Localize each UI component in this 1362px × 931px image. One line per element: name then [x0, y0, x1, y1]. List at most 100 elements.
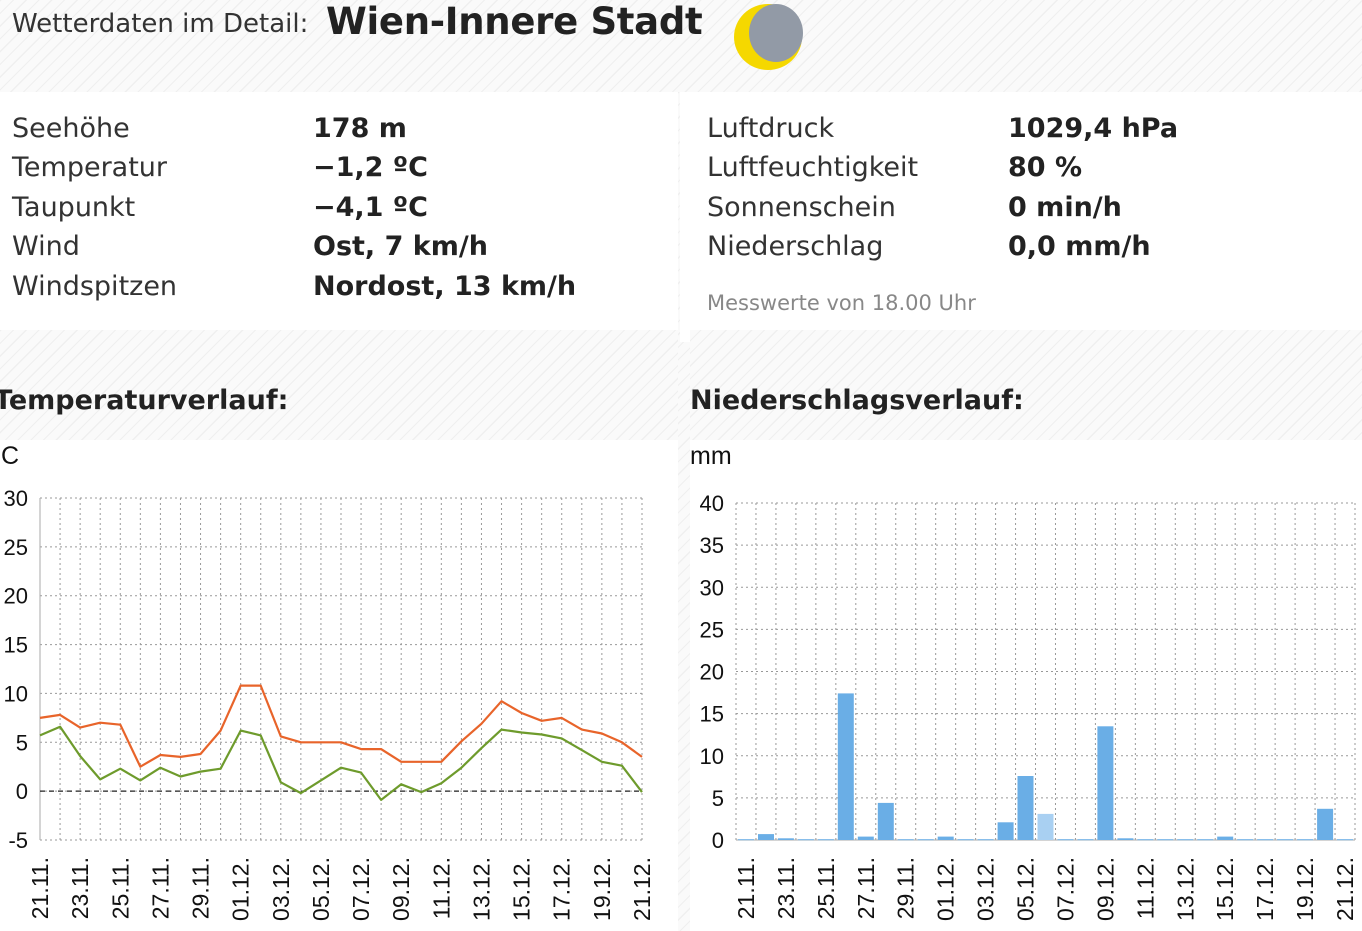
precip-bar [857, 836, 874, 840]
x-tick-label: 13.12. [468, 857, 494, 921]
precip-bar [897, 839, 914, 841]
temperature-section-title: Temperaturverlauf: [0, 385, 289, 416]
measurement-label: Windspitzen [12, 271, 178, 302]
precip-bar [1257, 839, 1274, 841]
x-tick-label: 05.12. [308, 857, 334, 921]
x-tick-label: 15.12. [509, 857, 535, 921]
precip-panel [690, 440, 1362, 931]
x-tick-label: 27.11. [853, 857, 879, 919]
y-tick-label: 25 [700, 617, 724, 642]
precip-bar [738, 839, 754, 841]
x-tick-label: 25.11. [813, 857, 839, 919]
x-tick-label: 25.11. [107, 857, 133, 919]
y-tick-label: 25 [4, 535, 28, 560]
precip-section-title: Niederschlagsverlauf: [690, 385, 1024, 416]
precip-bar [1197, 839, 1214, 841]
location-title: Wien-Innere Stadt [326, 0, 703, 43]
temperature-chart: -5 0 5 10 15 20 25 30 21.11. 23.11. 25.11. 27.11. 29… [4, 486, 655, 921]
y-tick-label: 40 [700, 491, 724, 516]
precip-bar [817, 839, 834, 841]
precip-bar [1277, 839, 1294, 841]
x-tick-label: 27.11. [147, 857, 173, 919]
x-tick-label: 03.12. [973, 857, 999, 921]
y-tick-label: 20 [4, 584, 28, 609]
measurement-value: 178 m [313, 113, 407, 144]
measurement-value: −1,2 ºC [313, 152, 428, 183]
precip-bar [1157, 839, 1174, 841]
y-tick-label: 20 [700, 660, 724, 685]
y-tick-label: 10 [700, 744, 724, 769]
measurement-value: 0,0 mm/h [1008, 231, 1151, 262]
temperature-unit: °C [0, 442, 20, 470]
x-tick-label: 11.12. [428, 857, 454, 919]
precip-bar [1117, 838, 1134, 840]
measurement-label: Wind [12, 231, 80, 262]
temperature-panel [0, 440, 678, 931]
precip-bar [1177, 839, 1194, 841]
x-tick-label: 01.12. [228, 857, 254, 921]
y-tick-label: 5 [712, 786, 724, 811]
precip-bar [777, 838, 794, 840]
y-tick-label: 30 [4, 486, 28, 511]
precip-bar [1317, 808, 1334, 840]
precip-bar [1217, 836, 1234, 840]
measurement-value: −4,1 ºC [313, 192, 428, 223]
y-tick-label: 10 [4, 681, 28, 706]
x-tick-label: 13.12. [1172, 857, 1198, 921]
x-tick-label: 23.11. [773, 857, 799, 919]
x-tick-label: 07.12. [348, 857, 374, 921]
x-tick-label: 19.12. [589, 857, 615, 921]
measurement-value: 1029,4 hPa [1008, 113, 1179, 144]
precip-bar [1337, 839, 1353, 841]
precip-bar [937, 836, 954, 840]
measurement-value: Nordost, 13 km/h [313, 271, 577, 302]
y-tick-label: 35 [700, 533, 724, 558]
precip-bar [1237, 839, 1254, 841]
y-tick-label: -5 [8, 828, 28, 853]
x-tick-label: 15.12. [1212, 857, 1238, 921]
precip-unit: mm [690, 442, 732, 470]
x-tick-label: 17.12. [549, 857, 575, 921]
precip-bar [917, 839, 934, 841]
x-tick-label: 09.12. [1092, 857, 1118, 921]
header-label: Wetterdaten im Detail: [12, 9, 309, 39]
temperature-series-1 [39, 725, 643, 801]
y-tick-label: 30 [700, 575, 724, 600]
x-tick-label: 23.11. [67, 857, 93, 919]
header-band [0, 0, 1362, 92]
x-tick-label: 21.11. [27, 857, 53, 919]
precip-bar [1297, 839, 1314, 841]
precip-bar [997, 822, 1014, 840]
precip-bar [797, 839, 814, 841]
measurement-label: Luftdruck [707, 113, 835, 144]
measurement-value: Ost, 7 km/h [313, 231, 488, 262]
moon-phase-icon [734, 4, 803, 70]
precip-bar [1057, 839, 1074, 841]
precip-bar [957, 839, 974, 841]
precip-bar [1017, 776, 1034, 840]
x-tick-label: 21.12. [629, 857, 655, 921]
precip-bar [977, 839, 994, 841]
x-tick-label: 09.12. [388, 857, 414, 921]
x-tick-label: 29.11. [893, 857, 919, 919]
measurement-label: Temperatur [12, 152, 168, 183]
precip-bar [1137, 839, 1154, 841]
y-tick-label: 5 [16, 730, 28, 755]
x-tick-label: 21.12. [1332, 857, 1358, 921]
x-tick-label: 19.12. [1292, 857, 1318, 921]
measure-note: Messwerte von 18.00 Uhr [707, 291, 976, 315]
measurement-value: 80 % [1008, 152, 1083, 183]
x-tick-label: 05.12. [1013, 857, 1039, 921]
x-tick-label: 07.12. [1052, 857, 1078, 921]
precip-bar [1037, 813, 1054, 840]
precip-bar [1097, 726, 1114, 840]
measurement-label: Sonnenschein [707, 192, 896, 223]
y-tick-label: 15 [700, 702, 724, 727]
y-tick-label: 0 [712, 828, 724, 853]
y-tick-label: 15 [4, 633, 28, 658]
x-tick-label: 17.12. [1252, 857, 1278, 921]
precip-bar [1077, 839, 1094, 841]
measurement-value: 0 min/h [1008, 192, 1122, 223]
measurement-label: Taupunkt [12, 192, 136, 223]
x-tick-label: 11.12. [1132, 857, 1158, 919]
